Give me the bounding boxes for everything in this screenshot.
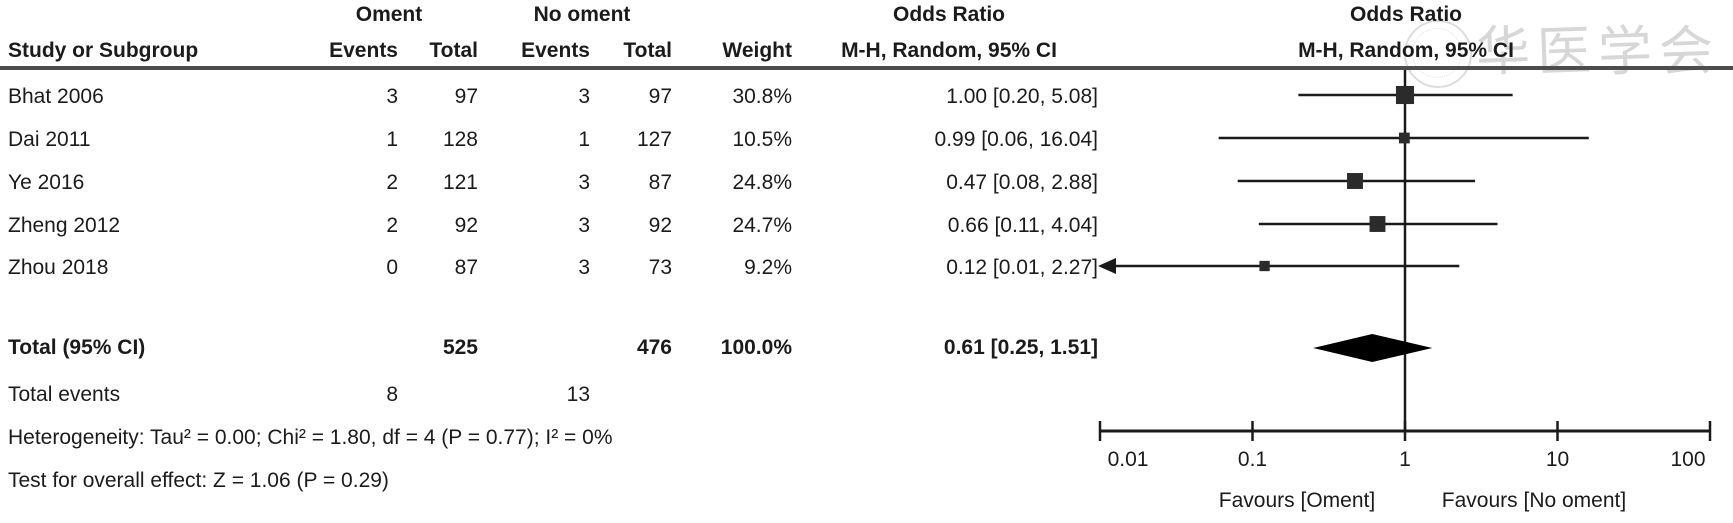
x-tick-label: 100 xyxy=(1670,448,1706,471)
total-ci: 0.61 [0.25, 1.51] xyxy=(943,336,1098,359)
seal-icon xyxy=(1404,20,1472,88)
weight-cell: 9.2% xyxy=(744,256,792,279)
or-text-method-header: M-H, Random, 95% CI xyxy=(841,39,1057,62)
weight-cell: 24.7% xyxy=(732,214,792,237)
ci-cell: 0.66 [0.11, 4.04] xyxy=(947,214,1098,237)
total-events1: 8 xyxy=(386,383,398,406)
total2-cell: 87 xyxy=(648,171,672,194)
weight-cell: 30.8% xyxy=(732,85,792,108)
events2-column-header: Events xyxy=(521,39,590,62)
or-text-column-title: Odds Ratio xyxy=(892,3,1005,26)
total2-cell: 92 xyxy=(648,214,672,237)
x-tick-label: 1 xyxy=(1399,448,1411,471)
favours-right-label: Favours [No oment] xyxy=(1441,489,1627,512)
total-n1: 525 xyxy=(442,336,478,359)
events1-column-header: Events xyxy=(329,39,398,62)
effect-square xyxy=(1398,132,1410,144)
effect-square xyxy=(1259,260,1270,272)
effect-square xyxy=(1347,173,1363,189)
weight-cell: 10.5% xyxy=(732,128,792,151)
events1-cell: 2 xyxy=(386,214,398,237)
study-name: Bhat 2006 xyxy=(8,85,104,108)
total1-cell: 121 xyxy=(442,171,478,194)
x-tick-label: 0.1 xyxy=(1237,448,1268,471)
total2-cell: 127 xyxy=(636,128,672,151)
ci-cell: 0.12 [0.01, 2.27] xyxy=(946,256,1098,279)
total2-column-header: Total xyxy=(623,39,672,62)
total-n2: 476 xyxy=(636,336,672,359)
events2-cell: 3 xyxy=(578,85,590,108)
ci-cell: 0.99 [0.06, 16.04] xyxy=(934,128,1098,151)
total-events2: 13 xyxy=(566,383,590,406)
events2-cell: 1 xyxy=(578,128,590,151)
total1-cell: 128 xyxy=(442,128,478,151)
x-tick-label: 10 xyxy=(1545,448,1570,471)
total-row-label: Total (95% CI) xyxy=(8,336,146,359)
left-arrow-icon xyxy=(1098,258,1116,274)
total1-cell: 92 xyxy=(454,214,478,237)
group1-header: Oment xyxy=(355,3,423,26)
events1-cell: 1 xyxy=(386,128,398,151)
study-column-header: Study or Subgroup xyxy=(8,39,199,62)
ci-cell: 1.00 [0.20, 5.08] xyxy=(946,85,1098,108)
events1-cell: 0 xyxy=(386,256,398,279)
overall-effect-stats: Test for overall effect: Z = 1.06 (P = 0… xyxy=(8,469,389,492)
favours-left-label: Favours [Oment] xyxy=(1218,489,1376,512)
study-name: Zhou 2018 xyxy=(8,256,109,279)
total2-cell: 73 xyxy=(648,256,672,279)
effect-square xyxy=(1369,216,1386,232)
total2-cell: 97 xyxy=(648,85,672,108)
events2-cell: 3 xyxy=(578,171,590,194)
total1-column-header: Total xyxy=(429,39,478,62)
events1-cell: 2 xyxy=(386,171,398,194)
total-events-label: Total events xyxy=(8,383,121,406)
pooled-diamond xyxy=(1313,334,1433,362)
weight-column-header: Weight xyxy=(722,39,792,62)
x-tick-label: 0.01 xyxy=(1107,448,1149,471)
seal-inner-ring-icon xyxy=(1412,28,1462,78)
study-name: Dai 2011 xyxy=(8,128,91,151)
ci-cell: 0.47 [0.08, 2.88] xyxy=(946,171,1098,194)
or-plot-method-header: M-H, Random, 95% CI xyxy=(1298,39,1514,62)
events2-cell: 3 xyxy=(578,256,590,279)
events2-cell: 3 xyxy=(578,214,590,237)
events1-cell: 3 xyxy=(386,85,398,108)
study-name: Zheng 2012 xyxy=(8,214,121,237)
group2-header: No oment xyxy=(533,3,631,26)
header-rule xyxy=(0,66,1733,70)
or-plot-column-title: Odds Ratio xyxy=(1349,3,1462,26)
study-name: Ye 2016 xyxy=(8,171,85,194)
total1-cell: 87 xyxy=(454,256,478,279)
total1-cell: 97 xyxy=(454,85,478,108)
total-weight: 100.0% xyxy=(720,336,792,359)
heterogeneity-stats: Heterogeneity: Tau² = 0.00; Chi² = 1.80,… xyxy=(8,426,613,449)
weight-cell: 24.8% xyxy=(732,171,792,194)
effect-square xyxy=(1395,85,1415,105)
